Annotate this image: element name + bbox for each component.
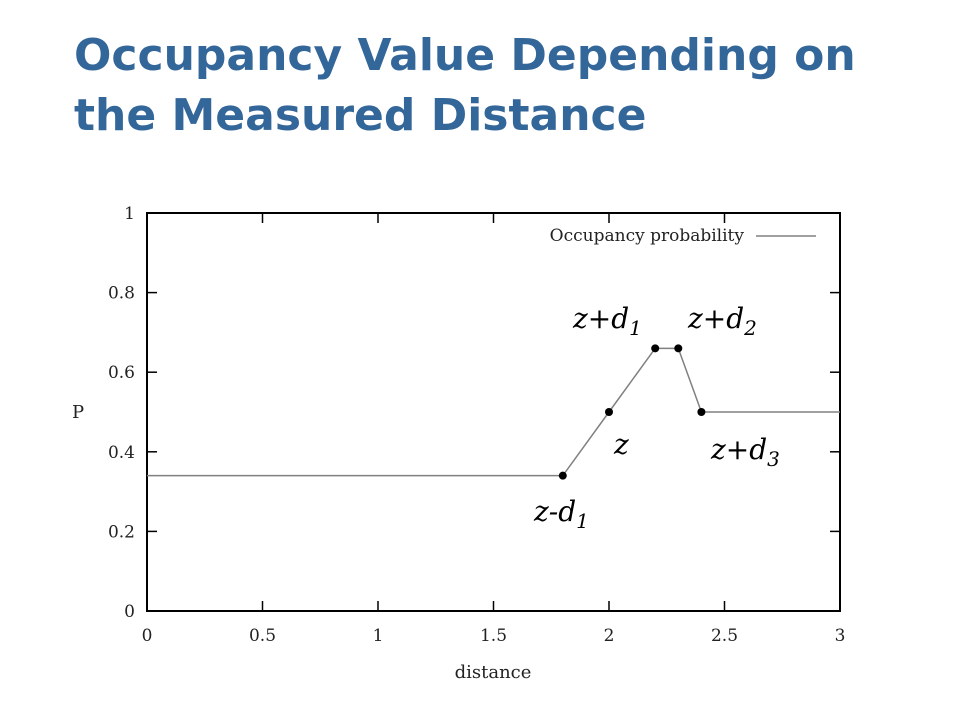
y-axis-label: P [72, 402, 84, 423]
key-point-marker [651, 344, 660, 353]
x-tick-label: 0 [142, 626, 153, 646]
y-axis-ticks: 0 0.2 0.4 0.6 0.8 1 [108, 204, 840, 622]
key-point-marker [605, 408, 613, 416]
x-tick-label: 3 [835, 626, 846, 646]
annotation-z-plus-d2: z+d2 [687, 302, 757, 340]
x-tick-label: 1 [373, 626, 384, 646]
key-point-marker [674, 344, 683, 353]
y-tick-label: 0.6 [108, 363, 135, 383]
annotation-z: z [613, 428, 629, 461]
x-tick-label: 0.5 [249, 626, 276, 646]
annotations: z-d1 z z+d1 z+d2 z+d3 [533, 302, 780, 533]
key-points [558, 344, 706, 480]
annotation-z-plus-d1: z+d1 [572, 302, 642, 340]
slide-title: Occupancy Value Depending on the Measure… [74, 26, 934, 146]
slide-title-line-1: Occupancy Value Depending on [74, 30, 856, 81]
y-tick-label: 0.4 [108, 443, 135, 463]
x-axis-ticks: 0 0.5 1 1.5 2 2.5 3 [142, 213, 846, 646]
x-tick-label: 2.5 [711, 626, 738, 646]
key-point-marker [697, 408, 706, 416]
y-tick-label: 1 [124, 204, 135, 224]
y-tick-label: 0 [124, 602, 135, 622]
y-tick-label: 0.2 [108, 522, 135, 542]
key-point-marker [558, 471, 567, 480]
annotation-z-minus-d1: z-d1 [533, 495, 589, 533]
x-axis-label: distance [455, 662, 532, 683]
slide-title-line-2: the Measured Distance [74, 90, 647, 141]
x-tick-label: 1.5 [480, 626, 507, 646]
legend: Occupancy probability [550, 226, 816, 246]
y-tick-label: 0.8 [108, 284, 135, 304]
annotation-z-plus-d3: z+d3 [710, 433, 780, 471]
x-tick-label: 2 [604, 626, 615, 646]
legend-label: Occupancy probability [550, 226, 745, 246]
